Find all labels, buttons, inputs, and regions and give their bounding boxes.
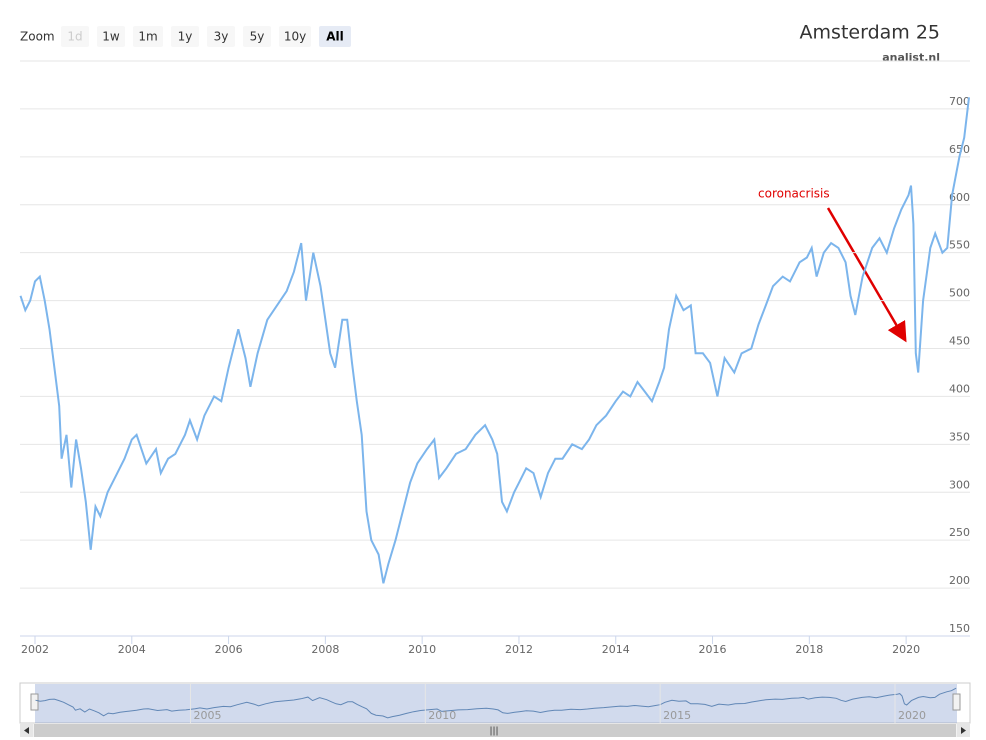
y-tick-label: 350: [949, 430, 970, 443]
navigator: [19, 682, 971, 724]
annotation-arrow: [826, 207, 907, 343]
range-button[interactable]: 5y: [243, 26, 271, 47]
button-bg: [207, 26, 235, 47]
button-bg: [243, 26, 271, 47]
button-bg: [133, 26, 163, 47]
x-tick-label: 2018: [795, 643, 823, 656]
button-label: 1d: [67, 30, 82, 44]
y-tick-label: 300: [949, 478, 970, 491]
x-tick-label: 2016: [699, 643, 727, 656]
navigator-mask: [35, 684, 957, 723]
button-bg: [279, 26, 311, 47]
range-button[interactable]: 1m: [133, 26, 163, 47]
navigator-label: 2010: [428, 709, 456, 722]
button-bg: [171, 26, 199, 47]
x-tick-label: 2014: [602, 643, 630, 656]
navigator-label: 2015: [663, 709, 691, 722]
navigator-label: 2020: [898, 709, 926, 722]
button-bg: [319, 26, 351, 47]
y-tick-label: 400: [949, 382, 970, 395]
series-line: [19, 97, 970, 584]
button-label: 10y: [284, 30, 306, 44]
button-label: 1m: [138, 30, 157, 44]
x-tick-label: 2004: [118, 643, 146, 656]
navigator-line: [35, 687, 957, 719]
y-tick-label: 600: [949, 191, 970, 204]
navigator-handle[interactable]: [952, 693, 961, 711]
button-label: 5y: [250, 30, 265, 44]
y-tick-label: 500: [949, 287, 970, 300]
navigator-handle[interactable]: [30, 693, 39, 711]
chart-title: Amsterdam 25: [800, 22, 940, 44]
scrollbar-thumb[interactable]: [34, 724, 956, 737]
y-tick-label: 700: [949, 95, 970, 108]
x-tick-label: 2008: [311, 643, 339, 656]
button-label: 1w: [102, 30, 120, 44]
y-tick-label: 650: [949, 143, 970, 156]
scrollbar-grip: |||: [489, 727, 498, 737]
button-label: All: [326, 30, 344, 44]
range-button[interactable]: All: [319, 26, 351, 47]
y-tick-label: 250: [949, 526, 970, 539]
button-label: 1y: [178, 30, 193, 44]
chart-subtitle: analist.nl: [882, 51, 940, 64]
y-tick-label: 200: [949, 574, 970, 587]
x-tick-label: 2020: [892, 643, 920, 656]
range-button[interactable]: 3y: [207, 26, 235, 47]
zoom-label: Zoom: [20, 30, 55, 44]
button-bg: [97, 26, 125, 47]
y-tick-label: 550: [949, 239, 970, 252]
y-tick-label: 150: [949, 622, 970, 635]
range-button[interactable]: 1w: [97, 26, 125, 47]
annotation: coronacrisis: [758, 187, 830, 201]
y-tick-label: 450: [949, 335, 970, 348]
range-button[interactable]: 1d: [61, 26, 89, 47]
x-tick-label: 2002: [21, 643, 49, 656]
button-label: 3y: [214, 30, 229, 44]
x-tick-label: 2010: [408, 643, 436, 656]
button-bg: [61, 26, 89, 47]
navigator-label: 2005: [193, 709, 221, 722]
range-button[interactable]: 1y: [171, 26, 199, 47]
range-button[interactable]: 10y: [279, 26, 311, 47]
x-tick-label: 2006: [215, 643, 243, 656]
x-tick-label: 2012: [505, 643, 533, 656]
